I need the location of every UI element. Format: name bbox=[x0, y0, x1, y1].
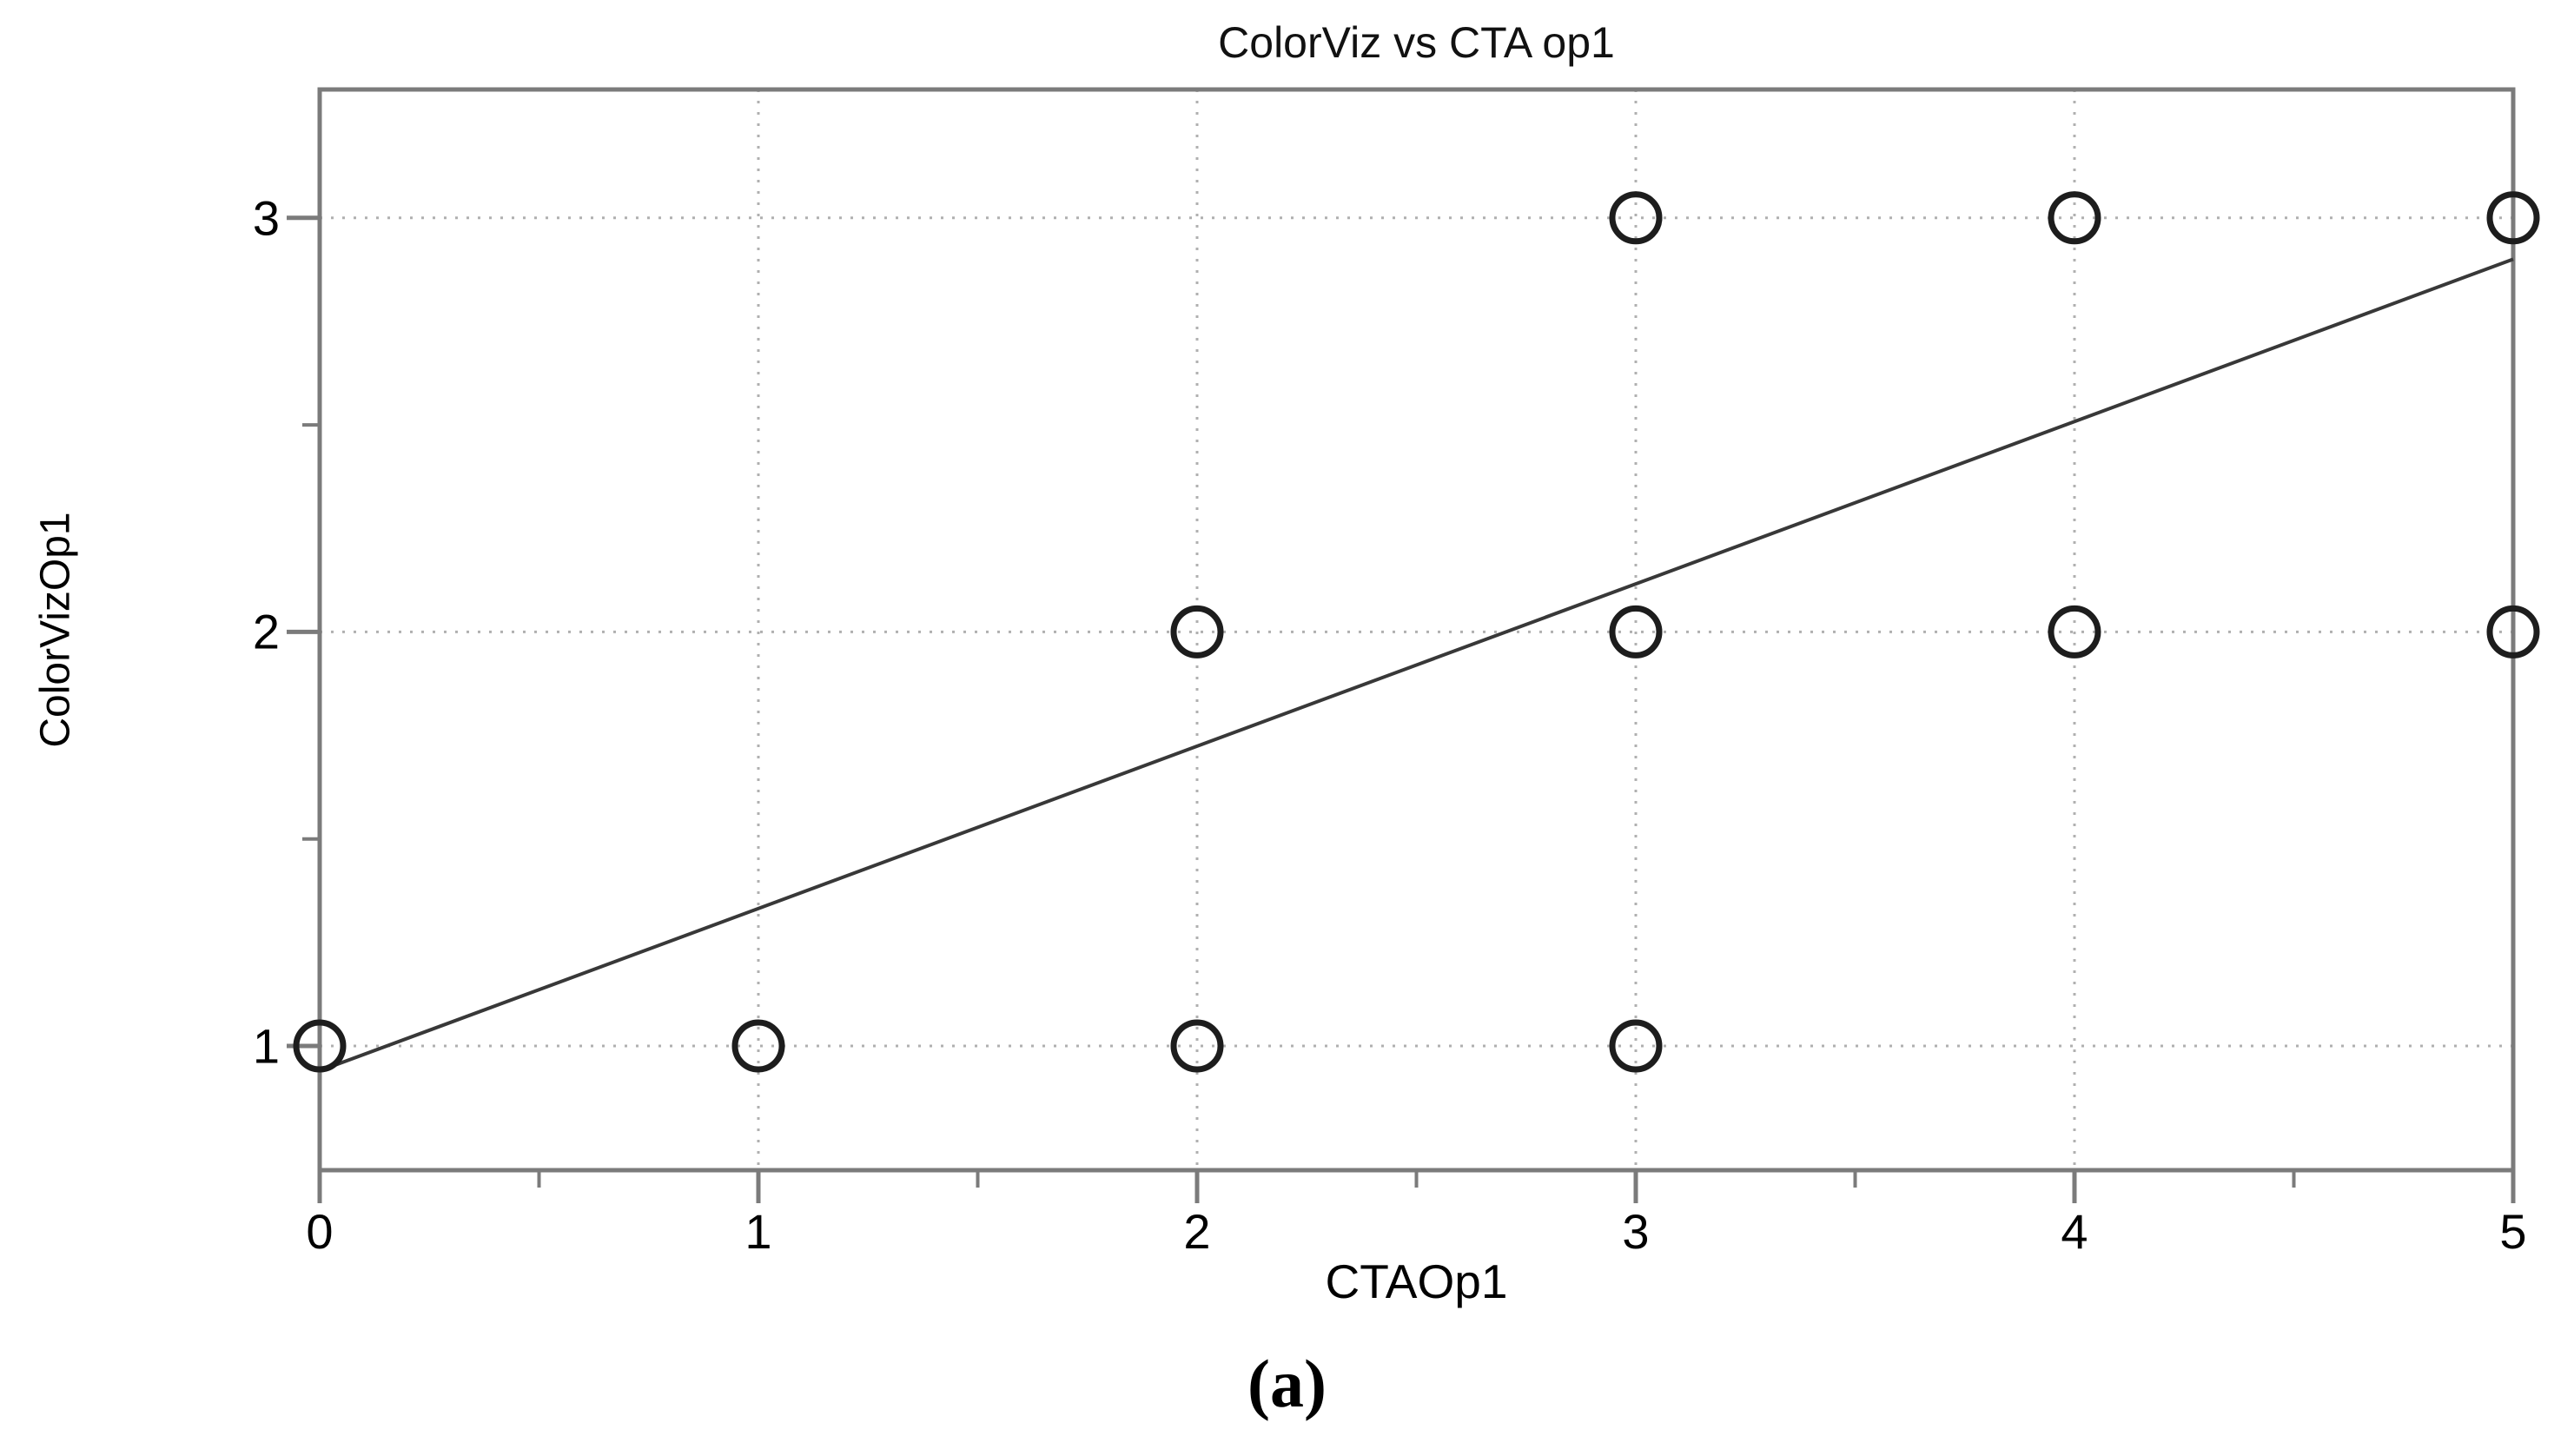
data-point-marker bbox=[1609, 1019, 1663, 1073]
y-tick-label: 2 bbox=[252, 604, 280, 659]
data-point-marker bbox=[2048, 605, 2101, 659]
y-tick-label: 1 bbox=[252, 1018, 280, 1074]
x-tick-label: 3 bbox=[1622, 1204, 1650, 1259]
subfigure-caption: (a) bbox=[1247, 1346, 1327, 1421]
data-point-marker bbox=[1609, 605, 1663, 659]
data-point-marker bbox=[2486, 191, 2540, 245]
x-tick-label: 0 bbox=[306, 1204, 334, 1259]
data-point-marker bbox=[1170, 1019, 1224, 1073]
data-point-marker bbox=[1170, 605, 1224, 659]
plot-area bbox=[287, 87, 2540, 1203]
data-point-marker bbox=[1609, 191, 1663, 245]
y-axis-label: ColorVizOp1 bbox=[32, 512, 79, 748]
data-point-marker bbox=[731, 1019, 785, 1073]
regression-line bbox=[319, 257, 2514, 1073]
data-point-marker bbox=[293, 1019, 347, 1073]
y-tick-label: 3 bbox=[252, 190, 280, 246]
x-tick-label: 5 bbox=[2499, 1204, 2527, 1259]
x-tick-label: 1 bbox=[744, 1204, 772, 1259]
data-point-marker bbox=[2048, 191, 2101, 245]
x-tick-label: 4 bbox=[2061, 1204, 2088, 1259]
x-axis-label: CTAOp1 bbox=[1325, 1254, 1508, 1308]
chart-title: ColorViz vs CTA op1 bbox=[1218, 18, 1615, 67]
x-tick-label: 2 bbox=[1183, 1204, 1211, 1259]
plot-frame bbox=[317, 87, 2516, 1173]
data-point-marker bbox=[2486, 605, 2540, 659]
